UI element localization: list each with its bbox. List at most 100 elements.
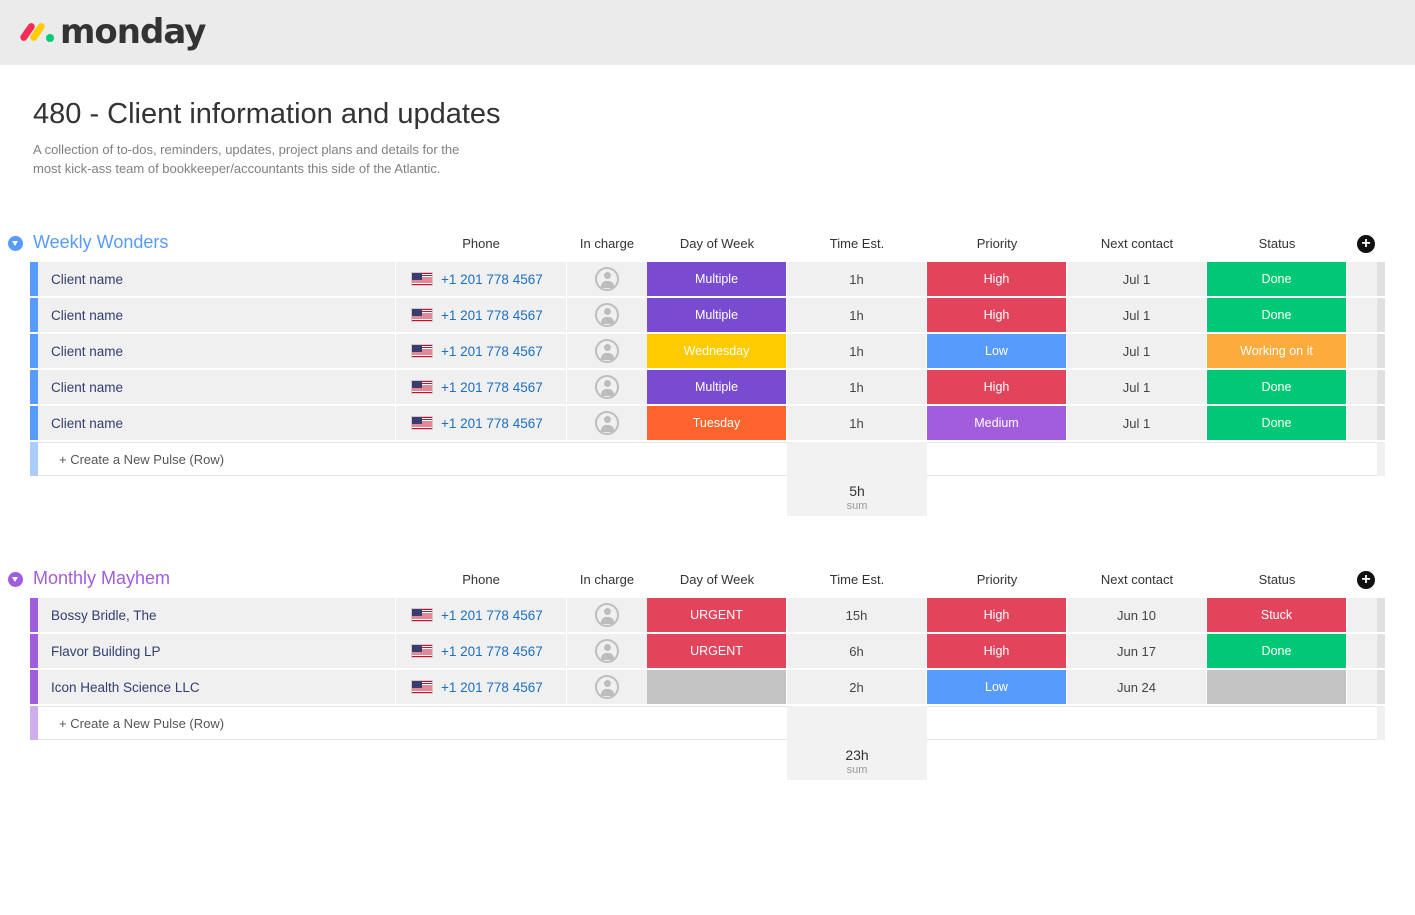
- in-charge-cell[interactable]: [567, 406, 647, 440]
- in-charge-cell[interactable]: [567, 334, 647, 368]
- next-contact-cell[interactable]: Jul 1: [1067, 334, 1206, 368]
- table-row[interactable]: Flavor Building LP +1 201 778 4567 URGENT 6…: [30, 634, 1385, 668]
- in-charge-cell[interactable]: [567, 298, 647, 332]
- table-row[interactable]: Bossy Bridle, The +1 201 778 4567 URGENT 15…: [30, 598, 1385, 632]
- column-header-in-charge[interactable]: In charge: [579, 236, 635, 251]
- phone-number[interactable]: +1 201 778 4567: [441, 643, 543, 659]
- person-avatar-icon[interactable]: [595, 375, 619, 399]
- status-cell[interactable]: Stuck: [1207, 598, 1346, 632]
- pulse-name[interactable]: Icon Health Science LLC: [38, 670, 395, 704]
- priority-cell[interactable]: High: [927, 598, 1066, 632]
- time-estimate-cell[interactable]: 1h: [787, 262, 926, 296]
- phone-number[interactable]: +1 201 778 4567: [441, 379, 543, 395]
- status-cell[interactable]: Working on it: [1207, 334, 1346, 368]
- collapse-group-icon[interactable]: [8, 572, 23, 587]
- time-estimate-cell[interactable]: 1h: [787, 406, 926, 440]
- phone-number[interactable]: +1 201 778 4567: [441, 271, 543, 287]
- day-of-week-cell[interactable]: Wednesday: [647, 334, 786, 368]
- column-header-next-contact[interactable]: Next contact: [1100, 572, 1174, 587]
- priority-cell[interactable]: Low: [927, 670, 1066, 704]
- column-header-status[interactable]: Status: [1258, 236, 1296, 251]
- pulse-name[interactable]: Client name: [38, 406, 395, 440]
- priority-cell[interactable]: High: [927, 370, 1066, 404]
- next-contact-cell[interactable]: Jun 10: [1067, 598, 1206, 632]
- priority-cell[interactable]: Medium: [927, 406, 1066, 440]
- phone-cell[interactable]: +1 201 778 4567: [396, 406, 566, 440]
- phone-number[interactable]: +1 201 778 4567: [441, 343, 543, 359]
- phone-cell[interactable]: +1 201 778 4567: [396, 634, 566, 668]
- priority-cell[interactable]: Low: [927, 334, 1066, 368]
- phone-number[interactable]: +1 201 778 4567: [441, 415, 543, 431]
- collapse-group-icon[interactable]: [8, 236, 23, 251]
- pulse-name[interactable]: Client name: [38, 298, 395, 332]
- time-estimate-cell[interactable]: 15h: [787, 598, 926, 632]
- column-header-day-of-week[interactable]: Day of Week: [679, 236, 755, 251]
- time-estimate-cell[interactable]: 6h: [787, 634, 926, 668]
- next-contact-cell[interactable]: Jul 1: [1067, 298, 1206, 332]
- phone-cell[interactable]: +1 201 778 4567: [396, 298, 566, 332]
- person-avatar-icon[interactable]: [595, 339, 619, 363]
- create-pulse-input[interactable]: + Create a New Pulse (Row): [38, 442, 787, 476]
- phone-cell[interactable]: +1 201 778 4567: [396, 262, 566, 296]
- day-of-week-cell[interactable]: URGENT: [647, 598, 786, 632]
- table-row[interactable]: Client name +1 201 778 4567 Tuesday 1h Mediu…: [30, 406, 1385, 440]
- pulse-name[interactable]: Bossy Bridle, The: [38, 598, 395, 632]
- day-of-week-cell[interactable]: Tuesday: [647, 406, 786, 440]
- status-cell[interactable]: Done: [1207, 634, 1346, 668]
- person-avatar-icon[interactable]: [595, 303, 619, 327]
- time-estimate-cell[interactable]: 1h: [787, 370, 926, 404]
- time-estimate-cell[interactable]: 2h: [787, 670, 926, 704]
- status-cell[interactable]: Done: [1207, 406, 1346, 440]
- time-estimate-cell[interactable]: 1h: [787, 334, 926, 368]
- column-header-phone[interactable]: Phone: [462, 572, 500, 587]
- next-contact-cell[interactable]: Jun 17: [1067, 634, 1206, 668]
- in-charge-cell[interactable]: [567, 598, 647, 632]
- person-avatar-icon[interactable]: [595, 603, 619, 627]
- day-of-week-cell[interactable]: Multiple: [647, 370, 786, 404]
- day-of-week-cell[interactable]: [647, 670, 786, 704]
- column-header-in-charge[interactable]: In charge: [579, 572, 635, 587]
- next-contact-cell[interactable]: Jul 1: [1067, 370, 1206, 404]
- person-avatar-icon[interactable]: [595, 267, 619, 291]
- phone-number[interactable]: +1 201 778 4567: [441, 679, 543, 695]
- priority-cell[interactable]: High: [927, 298, 1066, 332]
- column-header-time-est[interactable]: Time Est.: [829, 572, 885, 587]
- create-pulse-row[interactable]: + Create a New Pulse (Row): [30, 706, 1385, 740]
- group-name[interactable]: Weekly Wonders: [33, 232, 169, 252]
- next-contact-cell[interactable]: Jun 24: [1067, 670, 1206, 704]
- pulse-name[interactable]: Client name: [38, 262, 395, 296]
- phone-number[interactable]: +1 201 778 4567: [441, 607, 543, 623]
- in-charge-cell[interactable]: [567, 370, 647, 404]
- pulse-name[interactable]: Flavor Building LP: [38, 634, 395, 668]
- table-row[interactable]: Client name +1 201 778 4567 Wednesday 1h Low…: [30, 334, 1385, 368]
- phone-number[interactable]: +1 201 778 4567: [441, 307, 543, 323]
- column-header-day-of-week[interactable]: Day of Week: [679, 572, 755, 587]
- phone-cell[interactable]: +1 201 778 4567: [396, 370, 566, 404]
- group-name[interactable]: Monthly Mayhem: [33, 568, 171, 588]
- day-of-week-cell[interactable]: URGENT: [647, 634, 786, 668]
- priority-cell[interactable]: High: [927, 634, 1066, 668]
- column-header-status[interactable]: Status: [1258, 572, 1296, 587]
- phone-cell[interactable]: +1 201 778 4567: [396, 598, 566, 632]
- table-row[interactable]: Client name +1 201 778 4567 Multiple 1h High…: [30, 262, 1385, 296]
- board-description[interactable]: A collection of to-dos, reminders, updat…: [33, 142, 460, 176]
- column-header-time-est[interactable]: Time Est.: [829, 236, 885, 251]
- create-pulse-row[interactable]: + Create a New Pulse (Row): [30, 442, 1385, 476]
- day-of-week-cell[interactable]: Multiple: [647, 298, 786, 332]
- status-cell[interactable]: [1207, 670, 1346, 704]
- day-of-week-cell[interactable]: Multiple: [647, 262, 786, 296]
- pulse-name[interactable]: Client name: [38, 370, 395, 404]
- in-charge-cell[interactable]: [567, 670, 647, 704]
- phone-cell[interactable]: +1 201 778 4567: [396, 670, 566, 704]
- column-header-next-contact[interactable]: Next contact: [1100, 236, 1174, 251]
- column-header-priority[interactable]: Priority: [976, 236, 1018, 251]
- table-row[interactable]: Client name +1 201 778 4567 Multiple 1h High…: [30, 298, 1385, 332]
- next-contact-cell[interactable]: Jul 1: [1067, 262, 1206, 296]
- person-avatar-icon[interactable]: [595, 411, 619, 435]
- column-header-phone[interactable]: Phone: [462, 236, 500, 251]
- monday-logo[interactable]: monday: [18, 12, 206, 52]
- phone-cell[interactable]: +1 201 778 4567: [396, 334, 566, 368]
- person-avatar-icon[interactable]: [595, 639, 619, 663]
- person-avatar-icon[interactable]: [595, 675, 619, 699]
- status-cell[interactable]: Done: [1207, 298, 1346, 332]
